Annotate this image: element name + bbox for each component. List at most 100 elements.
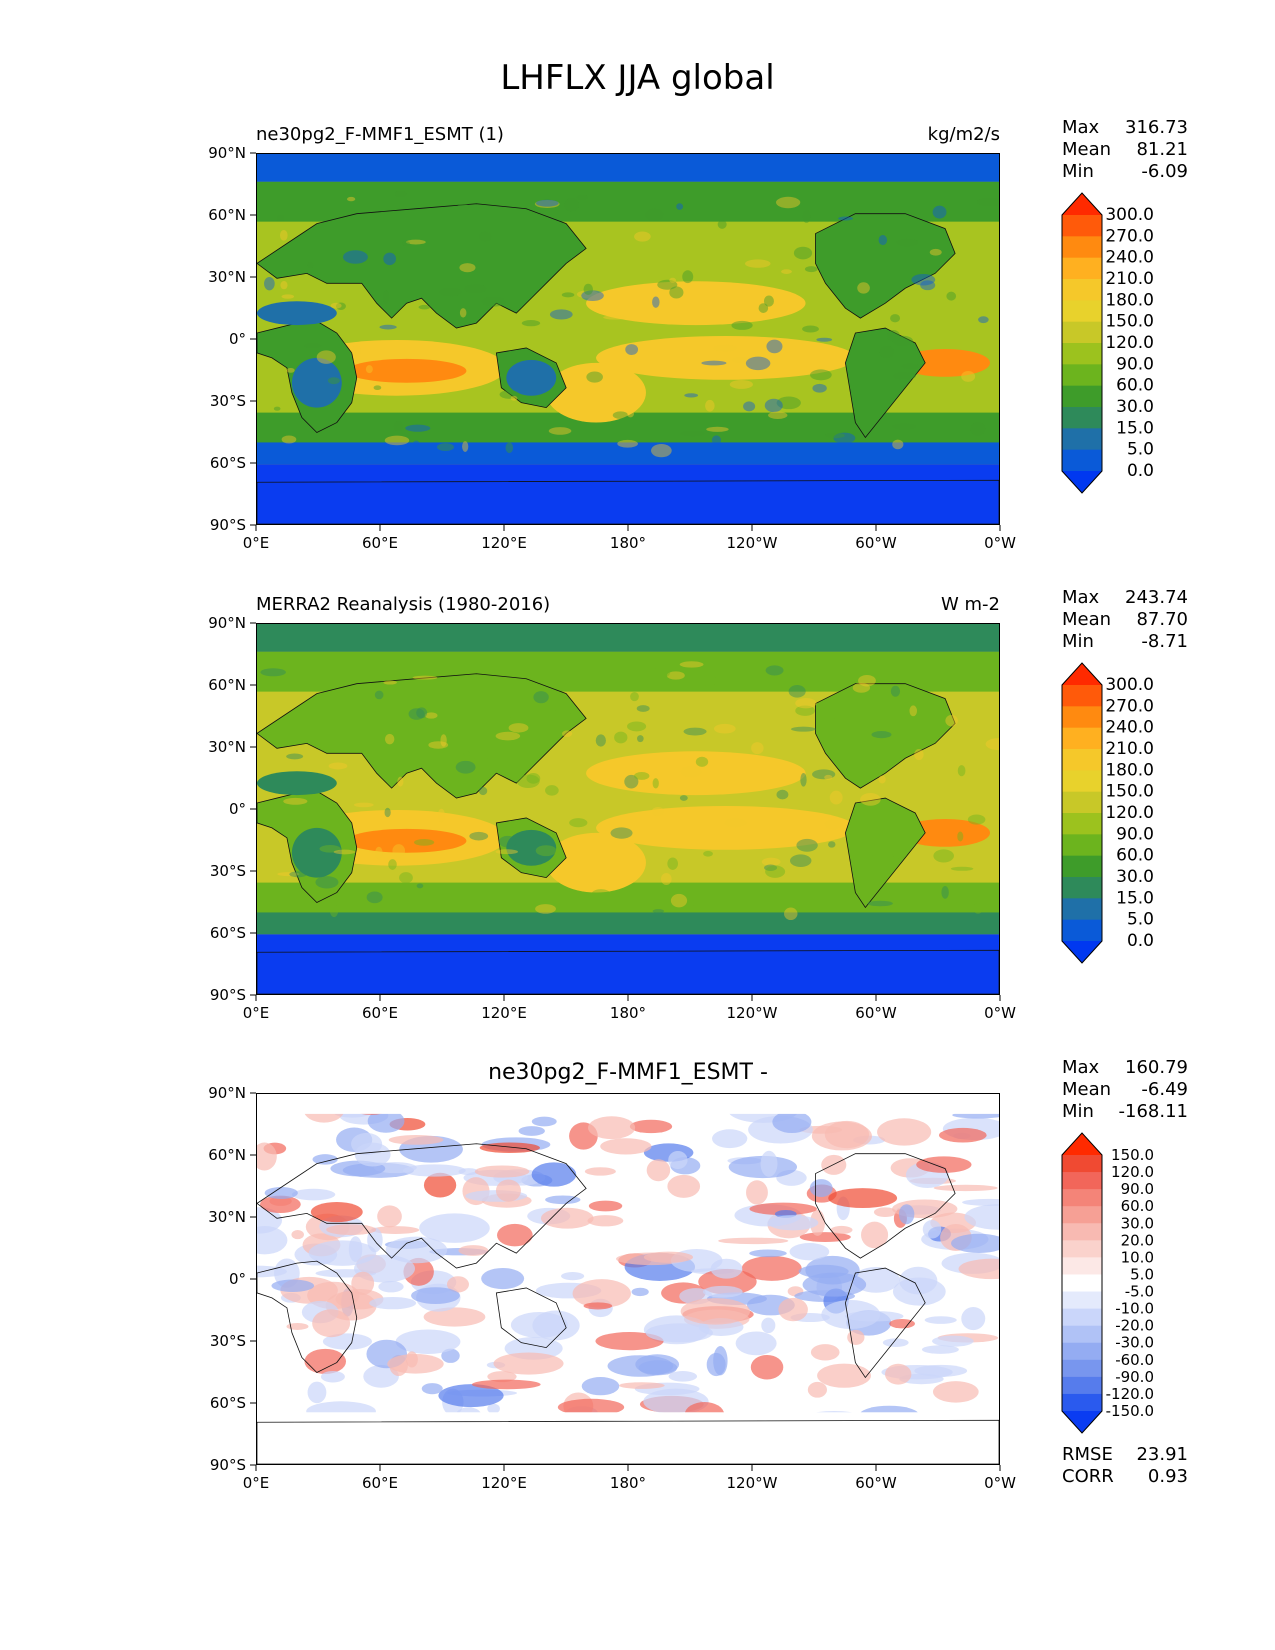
lat-tick-label: 90°S [210,516,246,534]
colorbar-segment [1062,898,1102,921]
lat-tick-label: 60°N [208,206,246,224]
colorbar-segment [1062,1291,1102,1310]
colorbar-segment [1062,1257,1102,1275]
panel2-colorbar: 300.0270.0240.0210.0180.0150.0120.090.06… [1061,662,1154,964]
panel2-map [256,623,1000,995]
lat-tick-label: 0° [229,330,246,348]
colorbar-segment [1062,834,1102,857]
lat-tick-label: 90°S [210,1456,246,1474]
lon-tick-label: 60°W [855,534,897,552]
colorbar-label: -90.0 [1115,1368,1154,1386]
colorbar-label: 210.0 [1105,739,1154,759]
colorbar-extend-top [1062,1133,1102,1155]
lon-tick-label: 60°E [362,1474,398,1492]
colorbar-label: 120.0 [1105,803,1154,823]
colorbar-label: 180.0 [1105,760,1154,780]
panel3-extra-corr: CORR 0.93 [1062,1466,1188,1488]
colorbar-segment [1062,1155,1102,1173]
panel3-stat-max: Max 160.79 [1062,1057,1188,1079]
panel1-stats: Max 316.73 Mean 81.21 Min -6.09 [1062,117,1188,183]
colorbar-extend-bottom [1062,941,1102,963]
lat-tick-label: 30°N [208,1208,246,1226]
stat-value: 23.91 [1136,1444,1188,1465]
colorbar-segment [1062,321,1102,344]
lon-tick-label: 180° [610,1004,646,1022]
lon-tick-label: 120°W [727,534,778,552]
colorbar-segment [1062,1223,1102,1241]
colorbar-segment [1062,215,1102,237]
lat-tick-label: 0° [229,1270,246,1288]
stat-label: Min [1062,1101,1094,1122]
colorbar-segment [1062,236,1102,259]
colorbar-label: 120.0 [1111,1163,1154,1181]
lon-tick-label: 180° [610,1474,646,1492]
stat-label: Max [1062,117,1100,138]
lon-tick-label: 0°E [243,1474,270,1492]
colorbar-label: -150.0 [1106,1402,1154,1420]
figure-title: LHFLX JJA global [500,58,775,98]
colorbar-label: 15.0 [1116,418,1154,438]
stat-label: Max [1062,587,1100,608]
lat-tick-label: 60°S [210,924,246,942]
lat-tick-label: 0° [229,800,246,818]
panel3-extra-rmse: RMSE 23.91 [1062,1444,1188,1466]
panel3-stat-min: Min -168.11 [1062,1101,1188,1123]
colorbar-extend-bottom [1062,1411,1102,1433]
lat-tick-label: 90°N [208,144,246,162]
panel3-stat-mean: Mean -6.49 [1062,1079,1188,1101]
colorbar-label: 60.0 [1116,376,1154,396]
colorbar-segment [1062,1308,1102,1327]
panel3-stats: Max 160.79 Mean -6.49 Min -168.11 [1062,1057,1188,1123]
stat-value: 243.74 [1125,587,1188,608]
lat-tick-label: 30°S [210,1332,246,1350]
colorbar-label: -10.0 [1115,1300,1154,1318]
colorbar-label: 0.0 [1127,931,1154,951]
lat-tick-label: 60°N [208,1146,246,1164]
stat-value: -6.09 [1141,161,1188,182]
lat-tick-label: 30°N [208,268,246,286]
panel1-units: kg/m2/s [927,124,1000,145]
colorbar-segment [1062,855,1102,878]
colorbar-segment [1062,1172,1102,1190]
lon-tick-label: 60°W [855,1474,897,1492]
stat-value: 316.73 [1125,117,1188,138]
lon-tick-label: 0°W [984,534,1016,552]
colorbar-label: 180.0 [1105,290,1154,310]
colorbar-segment [1062,428,1102,451]
colorbar-label: 240.0 [1105,248,1154,268]
stat-value: -6.49 [1141,1079,1188,1100]
colorbar-extend-bottom [1062,471,1102,493]
lon-tick-label: 120°E [481,1004,527,1022]
colorbar-label: 120.0 [1105,333,1154,353]
colorbar-label: -20.0 [1115,1317,1154,1335]
stat-value: 160.79 [1125,1057,1188,1078]
lon-tick-label: 60°W [855,1004,897,1022]
lat-tick-label: 60°N [208,676,246,694]
stat-value: 87.70 [1136,609,1188,630]
panel3-map [256,1093,1000,1465]
colorbar-segment [1062,279,1102,301]
lon-tick-label: 0°E [243,534,270,552]
panel3-extra-stats: RMSE 23.91 CORR 0.93 [1062,1444,1188,1488]
colorbar-label: 300.0 [1105,205,1154,225]
stat-label: Min [1062,161,1094,182]
stat-label: Mean [1062,139,1112,160]
colorbar-label: 5.0 [1127,440,1154,460]
colorbar-segment [1062,1325,1102,1344]
colorbar-label: 90.0 [1116,354,1154,374]
panel1-map [256,153,1000,525]
colorbar-label: 150.0 [1105,782,1154,802]
colorbar-segment [1062,1342,1102,1361]
lon-tick-label: 0°W [984,1004,1016,1022]
colorbar-segment [1062,685,1102,707]
stat-value: 81.21 [1136,139,1188,160]
stat-value: 0.93 [1147,1466,1188,1487]
colorbar-label: 20.0 [1121,1231,1154,1249]
panel3-colorbar: 150.0120.090.060.030.020.010.05.0-5.0-10… [1061,1132,1154,1434]
panel1-colorbar: 300.0270.0240.0210.0180.0150.0120.090.06… [1061,192,1154,494]
colorbar-label: -120.0 [1106,1385,1154,1403]
colorbar-label: 150.0 [1111,1146,1154,1164]
colorbar-segment [1062,770,1102,793]
colorbar-label: 270.0 [1105,696,1154,716]
